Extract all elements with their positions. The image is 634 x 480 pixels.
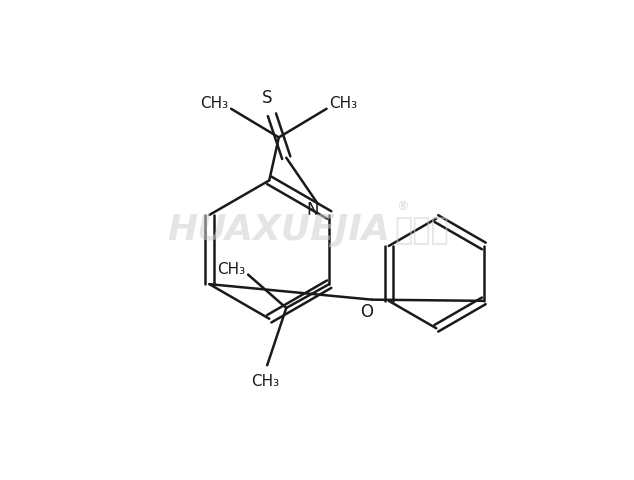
Text: CH₃: CH₃ [250,374,279,389]
Text: CH₃: CH₃ [217,263,245,277]
Text: N: N [306,201,319,219]
Text: 化学加: 化学加 [394,216,450,245]
Text: S: S [262,89,273,107]
Text: CH₃: CH₃ [329,96,358,111]
Text: ®: ® [397,200,409,213]
Text: HUAXUEJIA: HUAXUEJIA [167,214,391,248]
Text: CH₃: CH₃ [200,96,228,111]
Text: O: O [359,302,373,321]
